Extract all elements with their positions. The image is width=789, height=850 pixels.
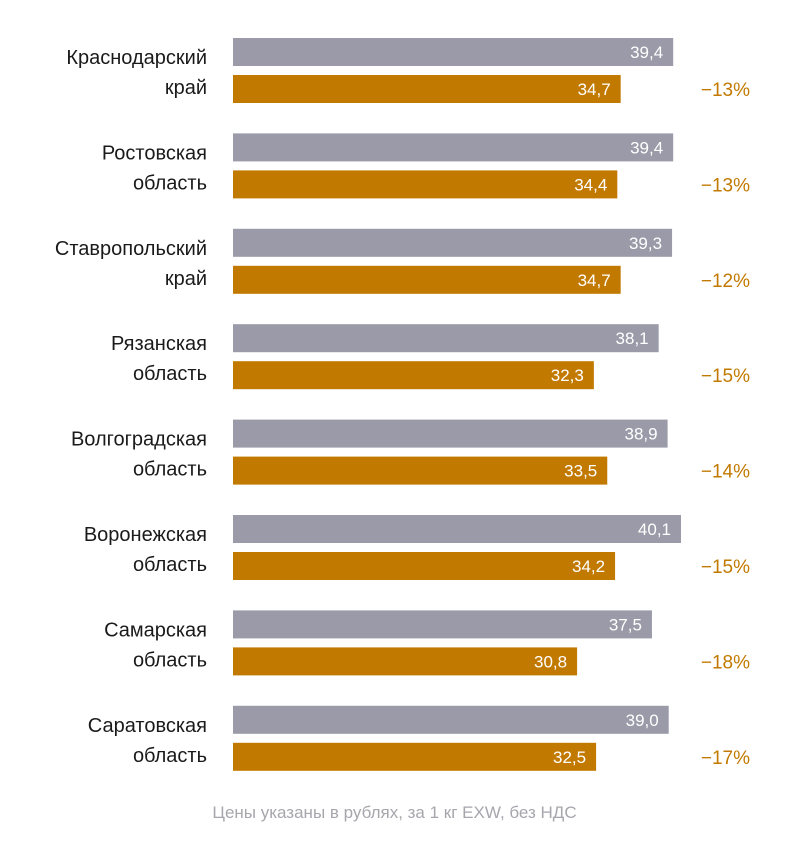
bar-previous <box>233 515 681 543</box>
bar-previous <box>233 324 659 353</box>
bar-previous <box>233 705 669 734</box>
category-label-line: Рязанская <box>111 333 207 355</box>
bar-current <box>233 552 616 580</box>
value-label-current: 34,7 <box>578 271 611 290</box>
change-label: −15% <box>701 557 750 578</box>
category-label-line: Краснодарский <box>66 47 207 69</box>
value-label-current: 32,3 <box>551 366 584 385</box>
category-label-line: Саратовская <box>88 715 207 737</box>
category-label-line: область <box>133 459 207 481</box>
value-label-current: 32,5 <box>553 748 586 767</box>
bar-previous <box>233 419 668 448</box>
value-label-previous: 39,4 <box>630 43 663 62</box>
value-label-current: 30,8 <box>534 652 567 671</box>
category-label: Рязанская область <box>111 333 207 385</box>
category-label-line: Самарская <box>104 619 207 641</box>
bar-previous <box>233 38 674 66</box>
bar-previous <box>233 228 673 257</box>
bar-current <box>233 170 618 199</box>
category-label-line: Ростовская <box>102 142 207 164</box>
value-label-current: 34,7 <box>578 80 611 99</box>
value-label-previous: 39,0 <box>626 711 659 730</box>
category-label-line: область <box>133 745 207 767</box>
value-label-previous: 38,1 <box>616 329 649 348</box>
value-label-current: 33,5 <box>564 462 597 481</box>
bar-current <box>233 361 594 390</box>
category-label: Ставропольский край <box>55 238 207 290</box>
bar-previous <box>233 610 652 639</box>
category-label-line: край <box>165 268 207 290</box>
change-label: −12% <box>701 271 750 292</box>
change-label: −17% <box>701 748 750 769</box>
category-label-line: Воронежская <box>84 524 207 546</box>
value-label-previous: 38,9 <box>624 425 657 444</box>
change-label: −18% <box>701 652 750 673</box>
change-label: −13% <box>701 80 750 101</box>
category-label: Саратовская область <box>88 715 207 767</box>
category-label-line: область <box>133 172 207 194</box>
bar-previous <box>233 133 674 162</box>
change-label: −15% <box>701 366 750 387</box>
category-label: Самарская область <box>104 619 207 671</box>
category-label: Краснодарский край <box>66 47 207 99</box>
category-label: Ростовская область <box>102 142 207 194</box>
category-label: Волгоградская область <box>71 429 207 481</box>
change-label: −13% <box>701 175 750 196</box>
bar-current <box>233 265 621 294</box>
category-label-line: Ставропольский <box>55 238 207 260</box>
bar-current <box>233 742 597 771</box>
bar-current <box>233 647 578 676</box>
value-label-previous: 39,3 <box>629 234 662 253</box>
value-label-current: 34,2 <box>572 557 605 576</box>
category-label-line: край <box>165 77 207 99</box>
bar-current <box>233 75 621 103</box>
bar-current <box>233 456 608 485</box>
chart-note: Цены указаны в рублях, за 1 кг EXW, без … <box>212 803 577 822</box>
category-label-line: область <box>133 363 207 385</box>
category-label-line: область <box>133 554 207 576</box>
category-label-line: область <box>133 649 207 671</box>
value-label-previous: 40,1 <box>638 520 671 539</box>
change-label: −14% <box>701 462 750 483</box>
category-label: Воронежская область <box>84 524 207 576</box>
value-label-current: 34,4 <box>574 175 607 194</box>
category-label-line: Волгоградская <box>71 429 207 451</box>
value-label-previous: 39,4 <box>630 138 663 157</box>
value-label-previous: 37,5 <box>609 615 642 634</box>
